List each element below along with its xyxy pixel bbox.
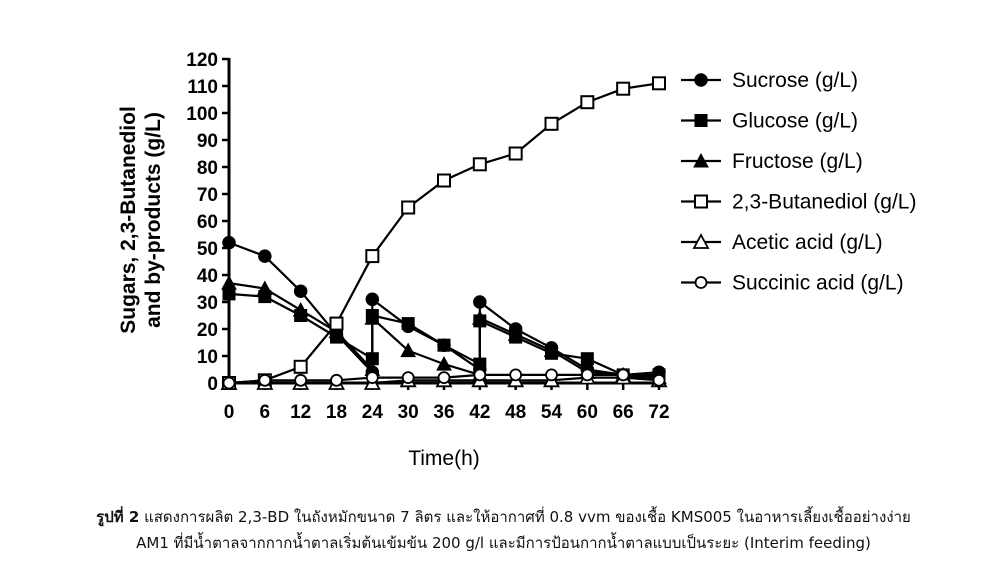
data-point [509,368,523,382]
y-tick-label: 90 [197,131,218,152]
figure-label: รูปที่ 2 [96,508,140,526]
x-tick-label: 24 [362,402,384,423]
series-line [228,82,660,385]
data-point [258,373,272,387]
y-axis-label-line2: and by-products (g/L) [142,112,165,328]
data-point [401,200,416,215]
data-point [293,359,308,374]
x-tick-label: 66 [613,402,634,423]
data-point [292,302,309,317]
data-point [543,342,560,358]
data-point [652,373,666,387]
axes: 0 10 20 30 40 50 60 70 80 90 100 110 120 0 6 12 18 24 30 36… [186,50,669,423]
y-tick-label: 100 [186,104,218,125]
data-point [436,356,452,371]
y-axis-label-line1: Sugars, 2,3-Butanediol [117,106,140,334]
series-line [228,241,660,377]
data-point [401,317,415,331]
y-tick-label: 0 [207,374,218,395]
data-point [473,295,487,309]
data-point [580,352,594,366]
y-tick-label: 80 [197,158,218,179]
plot-area [220,76,668,390]
x-tick-label: 18 [326,402,347,423]
data-point [222,235,236,250]
data-point [328,323,345,339]
data-point [365,292,380,307]
data-point [652,76,666,91]
data-point [364,310,381,325]
data-point [580,95,595,110]
data-point [400,342,417,358]
x-tick-label: 72 [648,402,669,423]
data-point [256,280,273,295]
data-point [692,233,710,249]
y-tick-label: 20 [197,320,218,341]
legend-label: Succinic acid (g/L) [732,272,904,295]
data-point [545,368,558,382]
data-point [616,368,630,382]
legend-label: Fructose (g/L) [732,150,863,173]
data-point [294,373,308,387]
chart: 0 10 20 30 40 50 60 70 80 90 100 110 120 0 6 12 18 24 30 36… [117,50,916,470]
data-point [437,338,451,352]
x-tick-label: 0 [224,402,235,423]
caption-text-2: AM1 ที่มีน้ำตาลจากกากน้ำตาลเริ่มต้นเข้มข… [136,534,871,552]
data-point [221,275,237,290]
x-tick-label: 60 [577,402,598,423]
legend-label: Acetic acid (g/L) [732,231,883,254]
data-point [365,371,379,385]
data-point [694,114,708,127]
x-tick-label: 36 [433,402,454,423]
data-point [401,371,415,385]
data-point [437,371,451,385]
data-point [329,316,344,331]
y-tick-label: 70 [197,185,218,206]
data-point [473,368,487,382]
x-tick-label: 42 [469,402,490,423]
legend-label: Glucose (g/L) [732,110,858,133]
figure-caption-line1: รูปที่ 2 แสดงการผลิต 2,3-BD ในถังหมักขนา… [0,505,1007,529]
x-tick-label: 48 [505,402,526,423]
data-point [222,376,236,390]
y-tick-label: 110 [187,77,218,98]
data-point [472,157,487,172]
caption-text-1: แสดงการผลิต 2,3-BD ในถังหมักขนาด 7 ลิตร … [144,508,911,526]
data-point [616,81,631,96]
data-point [365,249,380,264]
data-point [293,284,308,298]
y-tick-label: 60 [197,212,218,233]
data-point [437,173,451,188]
data-point [330,373,343,387]
y-tick-label: 40 [197,266,218,287]
legend-label: 2,3-Butanediol (g/L) [732,191,916,214]
data-point [694,276,708,289]
legend-label: Sucrose (g/L) [732,69,858,92]
figure-caption-line2: AM1 ที่มีน้ำตาลจากกากน้ำตาลเริ่มต้นเข้มข… [0,531,1007,555]
x-tick-label: 12 [290,402,311,423]
data-point [544,116,559,131]
data-point [471,310,488,325]
x-tick-label: 30 [398,402,419,423]
data-point [694,194,708,209]
data-point [580,368,594,382]
y-tick-label: 30 [197,293,218,314]
x-tick-label: 6 [260,402,271,423]
data-point [694,73,708,87]
data-point [222,287,236,301]
y-tick-label: 50 [197,239,218,260]
x-axis-label: Time(h) [408,447,480,470]
x-tick-label: 54 [541,402,563,423]
y-tick-label: 10 [197,347,218,368]
y-tick-label: 120 [186,50,218,71]
data-point [507,326,524,341]
legend: Sucrose (g/L) Glucose (g/L) Fructose (g/L)… [681,69,916,295]
data-point [693,152,709,168]
data-point [258,249,272,263]
data-point [508,146,523,161]
